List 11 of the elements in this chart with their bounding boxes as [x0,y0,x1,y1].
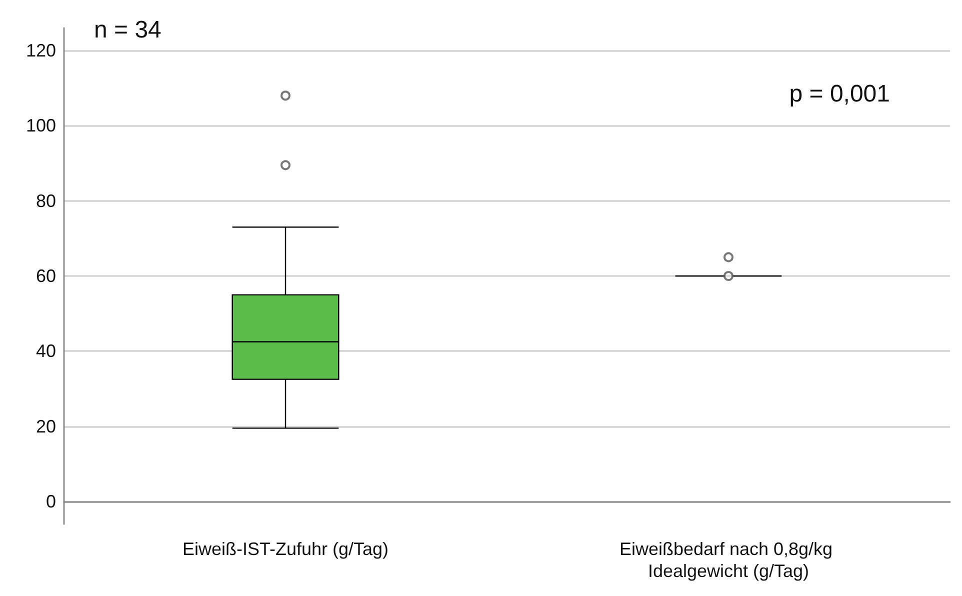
annotation: p = 0,001 [789,80,890,108]
y-tick-label: 80 [36,190,56,211]
y-tick-label: 20 [36,416,56,436]
annotation: n = 34 [94,16,162,44]
y-tick-label: 0 [46,491,56,512]
y-tick-label: 120 [26,40,56,61]
y-tick-label: 60 [36,266,56,286]
y-tick-label: 100 [26,116,56,136]
y-tick-label: 40 [36,341,56,362]
x-tick-label: Eiweißbedarf nach 0,8g/kg Idealgewicht (g/Tag) [619,539,838,581]
x-tick-label: Eiweiß-IST-Zufuhr (g/Tag) [182,539,389,559]
